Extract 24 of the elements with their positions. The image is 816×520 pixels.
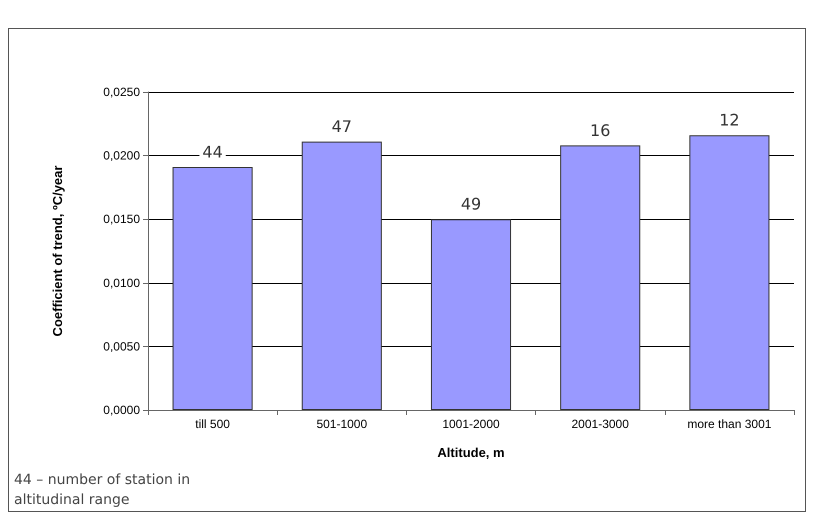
annotation: 49 [460, 194, 482, 214]
bar [302, 142, 382, 410]
y-tick-label: 0,0100 [103, 276, 140, 290]
x-tick-label: 1001-2000 [442, 417, 500, 431]
x-tick-label: till 500 [195, 417, 230, 431]
x-axis-title: Altitude, m [437, 445, 505, 460]
y-axis-title: Coefficient of trend, ºC/year [50, 166, 65, 336]
text: 44 – number of station in altitudinal range [14, 471, 192, 510]
x-tick-label: more than 3001 [687, 417, 772, 431]
y-tick-label: 0,0200 [103, 148, 140, 163]
bar [430, 219, 512, 410]
y-tick-label: 0,0000 [103, 403, 140, 417]
annotation: 12 [719, 110, 740, 130]
bar [172, 167, 253, 410]
annotation: 47 [332, 117, 352, 136]
x-tick-label: 2001-3000 [572, 417, 630, 431]
y-tick-label: 0,0250 [103, 85, 140, 99]
bar [689, 135, 770, 410]
bar [560, 145, 640, 410]
annotation: 44 [202, 142, 223, 162]
x-tick-label: 501-1000 [316, 417, 368, 431]
y-tick-label: 0,0150 [103, 212, 140, 226]
y-tick-label: 0,0050 [103, 339, 140, 354]
annotation: 16 [590, 120, 610, 140]
